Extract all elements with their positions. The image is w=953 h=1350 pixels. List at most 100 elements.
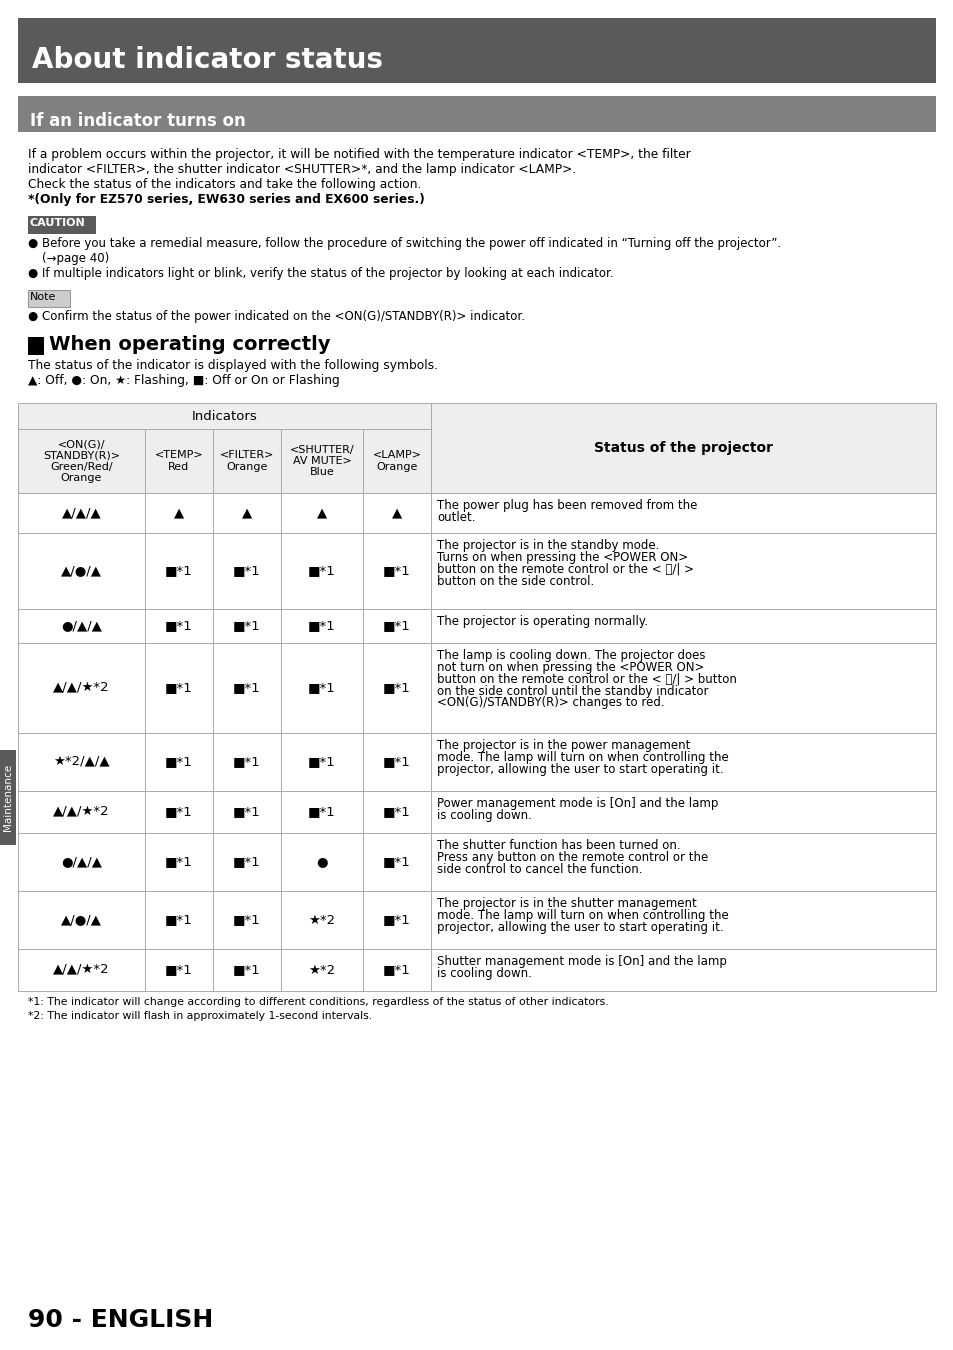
Text: About indicator status: About indicator status [32, 46, 382, 74]
Bar [213, 643, 281, 733]
Text: The status of the indicator is displayed with the following symbols.: The status of the indicator is displayed… [28, 359, 437, 373]
Text: ■*1: ■*1 [165, 756, 193, 768]
Bar [28, 290, 70, 306]
Text: CAUTION: CAUTION [30, 217, 86, 228]
Text: ■*1: ■*1 [233, 620, 260, 633]
Bar [363, 949, 431, 991]
Text: on the side control until the standby indicator: on the side control until the standby in… [436, 684, 708, 698]
Text: projector, allowing the user to start operating it.: projector, allowing the user to start op… [436, 921, 723, 934]
Text: ▲/▲/▲: ▲/▲/▲ [62, 506, 101, 520]
Text: ■*1: ■*1 [308, 806, 335, 818]
Text: mode. The lamp will turn on when controlling the: mode. The lamp will turn on when control… [436, 909, 728, 922]
Bar [145, 833, 213, 891]
Text: Maintenance: Maintenance [3, 764, 13, 832]
Bar [213, 733, 281, 791]
Text: Green/Red/: Green/Red/ [51, 462, 112, 471]
Text: ▲/▲/★*2: ▲/▲/★*2 [53, 682, 110, 694]
Bar [281, 949, 363, 991]
Bar [213, 833, 281, 891]
Bar [18, 833, 145, 891]
Text: ■*1: ■*1 [165, 856, 193, 868]
Text: When operating correctly: When operating correctly [49, 335, 330, 354]
Bar [281, 609, 363, 643]
Text: *(Only for EZ570 series, EW630 series and EX600 series.): *(Only for EZ570 series, EW630 series an… [28, 193, 424, 207]
Text: <SHUTTER/: <SHUTTER/ [290, 446, 354, 455]
Bar [431, 404, 935, 493]
Text: ■*1: ■*1 [233, 806, 260, 818]
Text: ● Confirm the status of the power indicated on the <ON(G)/STANDBY(R)> indicator.: ● Confirm the status of the power indica… [28, 310, 524, 323]
Bar [145, 891, 213, 949]
Bar [28, 338, 44, 355]
Text: button on the remote control or the < ⏻/| > button: button on the remote control or the < ⏻/… [436, 672, 736, 686]
Bar [18, 493, 145, 533]
Bar [363, 493, 431, 533]
Text: not turn on when pressing the <POWER ON>: not turn on when pressing the <POWER ON> [436, 662, 703, 674]
Bar [431, 891, 935, 949]
Text: ●: ● [315, 856, 328, 868]
Text: ■*1: ■*1 [383, 806, 411, 818]
Bar [18, 733, 145, 791]
Bar [145, 949, 213, 991]
Text: Check the status of the indicators and take the following action.: Check the status of the indicators and t… [28, 178, 421, 190]
Text: ■*1: ■*1 [165, 806, 193, 818]
Text: ■*1: ■*1 [383, 682, 411, 694]
Text: projector, allowing the user to start operating it.: projector, allowing the user to start op… [436, 763, 723, 776]
Text: ■*1: ■*1 [165, 564, 193, 578]
Text: ▲/●/▲: ▲/●/▲ [61, 914, 102, 926]
Bar [18, 791, 145, 833]
Text: If an indicator turns on: If an indicator turns on [30, 112, 246, 130]
Bar [363, 833, 431, 891]
Text: Blue: Blue [310, 467, 334, 477]
Bar [145, 609, 213, 643]
Text: is cooling down.: is cooling down. [436, 809, 532, 822]
Bar [281, 791, 363, 833]
Text: ■*1: ■*1 [383, 914, 411, 926]
Text: If a problem occurs within the projector, it will be notified with the temperatu: If a problem occurs within the projector… [28, 148, 690, 161]
Bar [213, 949, 281, 991]
Bar [145, 643, 213, 733]
Text: ▲: ▲ [173, 506, 184, 520]
Bar [281, 891, 363, 949]
Text: ■*1: ■*1 [233, 756, 260, 768]
Bar [213, 791, 281, 833]
Text: ■*1: ■*1 [233, 964, 260, 976]
Bar [281, 493, 363, 533]
Bar [281, 833, 363, 891]
Text: <TEMP>: <TEMP> [154, 451, 203, 460]
Bar [145, 733, 213, 791]
Text: 90 - ENGLISH: 90 - ENGLISH [28, 1308, 213, 1332]
Text: ● If multiple indicators light or blink, verify the status of the projector by l: ● If multiple indicators light or blink,… [28, 267, 613, 279]
Bar [281, 533, 363, 609]
Text: ■*1: ■*1 [383, 564, 411, 578]
Bar [281, 733, 363, 791]
Bar [18, 96, 935, 132]
Text: ■*1: ■*1 [165, 964, 193, 976]
Text: ▲/●/▲: ▲/●/▲ [61, 564, 102, 578]
Bar [431, 533, 935, 609]
Text: <LAMP>: <LAMP> [372, 451, 421, 460]
Bar [145, 791, 213, 833]
Text: ■*1: ■*1 [165, 620, 193, 633]
Text: button on the remote control or the < ⏻/| >: button on the remote control or the < ⏻/… [436, 563, 693, 576]
Text: ■*1: ■*1 [233, 914, 260, 926]
Bar [363, 791, 431, 833]
Text: ■*1: ■*1 [308, 620, 335, 633]
Text: The projector is in the shutter management: The projector is in the shutter manageme… [436, 898, 696, 910]
Text: indicator <FILTER>, the shutter indicator <SHUTTER>*, and the lamp indicator <LA: indicator <FILTER>, the shutter indicato… [28, 163, 576, 176]
Text: ▲: ▲ [392, 506, 402, 520]
Text: The projector is in the power management: The projector is in the power management [436, 740, 690, 752]
Bar [363, 891, 431, 949]
Text: ▲/▲/★*2: ▲/▲/★*2 [53, 964, 110, 976]
Text: The lamp is cooling down. The projector does: The lamp is cooling down. The projector … [436, 649, 705, 663]
Text: Status of the projector: Status of the projector [594, 441, 772, 455]
Text: ■*1: ■*1 [165, 914, 193, 926]
Bar [28, 216, 96, 234]
Text: AV MUTE>: AV MUTE> [293, 456, 351, 466]
Text: ▲: ▲ [316, 506, 327, 520]
Text: ■*1: ■*1 [383, 856, 411, 868]
Text: The projector is in the standby mode.: The projector is in the standby mode. [436, 540, 659, 552]
Text: ■*1: ■*1 [308, 756, 335, 768]
Text: Press any button on the remote control or the: Press any button on the remote control o… [436, 850, 707, 864]
Text: ■*1: ■*1 [308, 564, 335, 578]
Text: Note: Note [30, 292, 56, 302]
